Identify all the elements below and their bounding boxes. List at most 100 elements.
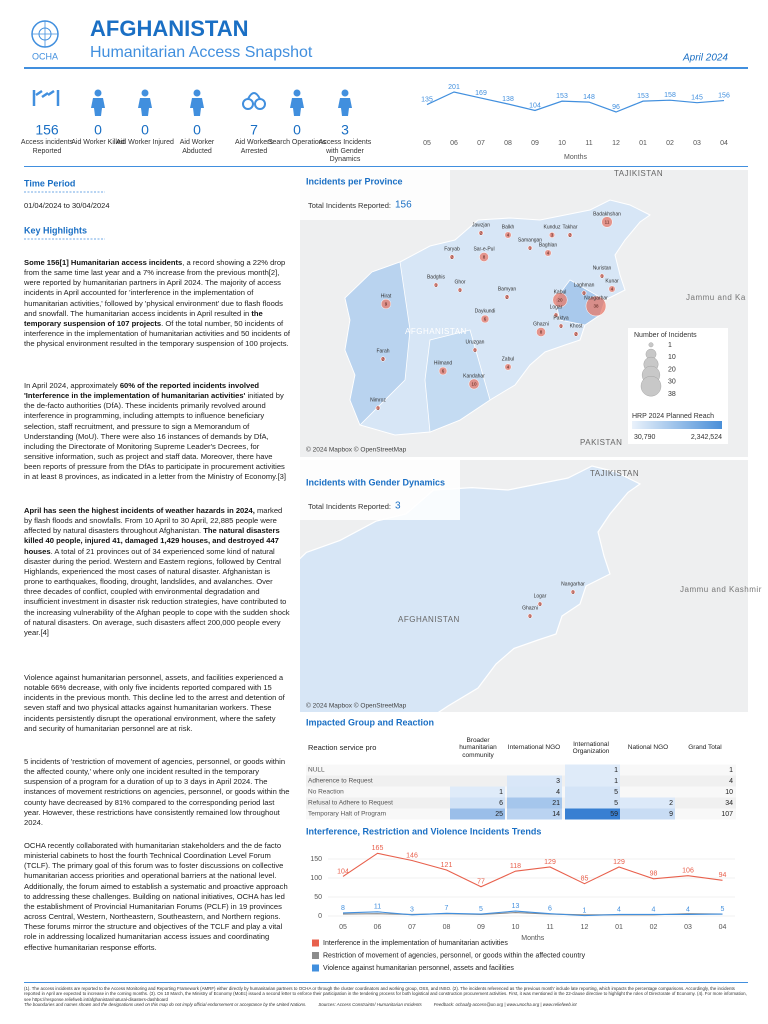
province-label: Samangan	[518, 237, 542, 243]
incident-circle	[527, 245, 533, 251]
reach-max: 2,342,524	[691, 434, 722, 441]
value-label: 8	[341, 905, 345, 912]
stat-value: 156	[35, 122, 59, 138]
value-label: 104	[529, 102, 541, 109]
x-tick-label: 05	[339, 924, 347, 931]
incident-circle	[536, 327, 546, 337]
y-tick-label: 0	[318, 913, 322, 920]
time-period: 01/04/2024 to 30/04/2024	[24, 201, 110, 210]
x-tick-label: 11	[546, 924, 553, 931]
text-run: In April 2024, approximately	[24, 381, 120, 390]
incident-count: 2	[506, 295, 509, 300]
value-label: 77	[477, 879, 485, 886]
cell-value: 3	[556, 778, 560, 785]
province-label: Kunar	[605, 278, 619, 284]
province-label: Ghazni	[533, 321, 549, 327]
value-label: 85	[581, 876, 589, 883]
country-label: AFGHANISTAN	[405, 327, 467, 336]
incident-circle	[375, 405, 381, 411]
province-label: Logar	[550, 304, 563, 310]
legend-swatch	[312, 952, 319, 959]
incident-circle	[468, 378, 480, 390]
heat-cell	[620, 808, 675, 820]
country-label: Jammu and Kashmir	[680, 585, 762, 594]
incident-circle	[504, 231, 512, 239]
cell-value: 34	[725, 800, 733, 807]
x-tick-label: 03	[684, 924, 692, 931]
incident-circle	[480, 314, 490, 324]
text-run: Violence against humanitarian personnel,…	[24, 673, 285, 733]
value-label: 138	[502, 96, 514, 103]
incident-count: 4	[507, 233, 510, 238]
text-run: 60% of the reported incidents involved '…	[24, 381, 260, 401]
legend-size: 30	[668, 379, 676, 386]
incident-circle	[504, 363, 512, 371]
incident-count: 1	[529, 246, 532, 251]
stat-label: Access Incidents with Gender Dynamics	[318, 139, 372, 163]
icon-gender	[338, 89, 352, 116]
value-label: 145	[691, 95, 703, 102]
cell-value: 6	[499, 800, 503, 807]
total-label: Total Incidents Reported:	[308, 201, 391, 210]
incident-count: 1	[583, 291, 586, 296]
province-label: Farah	[376, 348, 389, 354]
icon-injured	[138, 89, 152, 116]
column-header: National NGO	[627, 744, 669, 752]
value-label: 153	[556, 93, 568, 100]
incident-count: 3	[551, 233, 554, 238]
incident-count: 1	[459, 288, 462, 293]
province-label: Badakhshan	[593, 211, 621, 217]
cell-value: 14	[552, 811, 560, 818]
x-tick-label: 10	[558, 140, 566, 147]
map-credit: © 2024 Mapbox © OpenStreetMap	[306, 446, 407, 454]
province-label: Baghlan	[539, 242, 558, 248]
incident-circle	[527, 613, 533, 619]
incident-count: 1	[555, 313, 558, 318]
province-label: Uruzgan	[466, 339, 485, 345]
incident-circle	[567, 232, 573, 238]
heat-cell	[565, 775, 620, 787]
province-label: Nangarhar	[584, 295, 608, 301]
value-label: 5	[721, 906, 725, 913]
incident-count: 4	[507, 365, 510, 370]
value-label: 146	[406, 852, 418, 859]
stat-label: Aid Worker Killed	[71, 139, 125, 146]
incident-count: 10	[471, 382, 477, 387]
value-label: 4	[652, 906, 656, 913]
x-tick-label: 05	[423, 140, 431, 147]
incident-circle	[472, 347, 478, 353]
incident-count: 1	[377, 406, 380, 411]
incident-circle	[457, 287, 463, 293]
incident-count: 1	[601, 274, 604, 279]
heat-cell	[450, 797, 505, 809]
province-label: Takhar	[562, 224, 577, 230]
heat-cell	[565, 808, 620, 820]
icon-search	[290, 89, 304, 116]
row-bg	[306, 764, 736, 776]
map-title: Incidents with Gender Dynamics	[306, 477, 445, 487]
cell-value: 107	[721, 811, 733, 818]
subtitle: Humanitarian Access Snapshot	[90, 44, 313, 61]
x-tick-label: 07	[408, 924, 416, 931]
total-value: 156	[395, 200, 412, 211]
incident-count: 1	[529, 614, 532, 619]
reach-min: 30,790	[634, 434, 656, 441]
legend-label: Restriction of movement of agencies, per…	[323, 952, 586, 959]
text-run: The natural disasters killed 40 people, …	[24, 526, 280, 556]
series-line	[342, 910, 723, 917]
stat-label: Access incidents Reported	[20, 139, 74, 155]
paragraph: Some 156[1] Humanitarian access incident…	[24, 258, 290, 349]
text-run: marked by flash floods and snowfalls. Fr…	[24, 506, 283, 536]
value-label: 169	[475, 90, 487, 97]
incident-count: 1	[435, 283, 438, 288]
date: April 2024	[682, 53, 728, 64]
x-tick-label: 08	[504, 140, 512, 147]
icon-abducted	[190, 89, 204, 116]
province-label: Hirat	[381, 293, 392, 299]
value-label: 6	[548, 906, 552, 913]
y-tick-label: 50	[314, 894, 322, 901]
incident-circle	[573, 331, 579, 337]
cell-value: 5	[614, 800, 618, 807]
incident-count: 9	[385, 302, 388, 307]
